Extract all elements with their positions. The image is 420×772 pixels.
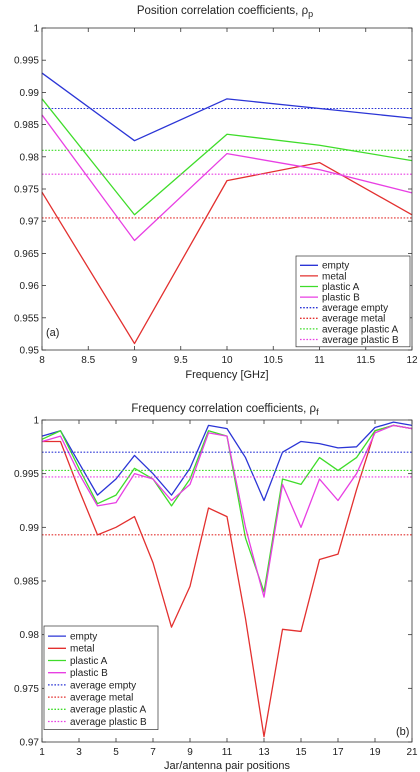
- chart-b-series: [41, 421, 413, 738]
- chart-a-frame: [41, 27, 413, 351]
- chart-b-xtick-label: 1: [39, 747, 45, 758]
- chart-a-legend-label: plastic B: [322, 293, 360, 304]
- chart-a-ytick-label: 0.95: [20, 346, 40, 357]
- chart-a-series: [41, 72, 413, 345]
- chart-b-panel-label: (b): [396, 726, 409, 738]
- chart-a-legend-label: plastic A: [322, 282, 360, 293]
- chart-b-legend-label: metal: [70, 644, 94, 655]
- chart-a-ytick-label: 0.96: [20, 281, 40, 292]
- chart-a-panel-label: (a): [46, 327, 59, 339]
- chart-b-title: Frequency correlation coefficients, ρf: [131, 403, 319, 417]
- chart-a-ticks: 0.95 0.955 0.96 0.965 0.97 0.975 0.98 0.985 0.99…: [14, 24, 418, 367]
- chart-a-ytick-label: 0.99: [20, 88, 40, 99]
- chart-a-xtick-label: 11.5: [356, 355, 375, 366]
- chart-position-correlation: Position correlation coefficients, ρp 0.…: [14, 5, 418, 381]
- chart-a-ytick-label: 0.985: [14, 120, 39, 131]
- chart-b-legend-label: plastic A: [70, 656, 108, 667]
- chart-frequency-correlation: Frequency correlation coefficients, ρf 0…: [14, 403, 418, 772]
- chart-a-series-line-plastic-B: [41, 114, 413, 242]
- chart-b-legend-box: [43, 625, 159, 730]
- chart-b-series-line-metal: [42, 424, 413, 738]
- chart-b-xtick-label: 15: [295, 747, 307, 758]
- chart-b-xtick-label: 19: [369, 747, 381, 758]
- chart-b-ytick-label: 0.975: [14, 684, 39, 695]
- chart-b-ytick-label: 0.995: [14, 469, 39, 480]
- chart-b-legend-label: average plastic A: [70, 705, 146, 716]
- chart-b-ytick-label: 0.97: [20, 738, 40, 749]
- chart-a-series-line-metal: [41, 161, 413, 345]
- chart-a-legend-label: empty: [322, 261, 349, 272]
- chart-a-legend-box: [295, 255, 411, 348]
- chart-b-series-line-plastic-B: [41, 424, 413, 598]
- chart-a-ytick-label: 0.975: [14, 185, 39, 196]
- chart-b-title-main: Frequency correlation coefficients, ρ: [131, 403, 316, 415]
- chart-a-ytick-label: 0.965: [14, 249, 39, 260]
- chart-a-xtick-label: 12: [406, 355, 418, 366]
- chart-b-legend-label: plastic B: [70, 668, 108, 679]
- chart-a-ytick-label: 0.955: [14, 313, 39, 324]
- chart-b-ytick-label: 0.98: [20, 630, 40, 641]
- chart-a-title-main: Position correlation coefficients, ρ: [137, 5, 309, 17]
- chart-b-xtick-label: 5: [113, 747, 119, 758]
- chart-a-legend-label: average plastic A: [322, 324, 398, 335]
- chart-a-ytick-label: 0.995: [14, 56, 39, 67]
- chart-b-legend-label: empty: [70, 632, 97, 643]
- chart-b-frame: [41, 419, 413, 743]
- chart-a-ytick-label: 0.98: [20, 152, 40, 163]
- chart-b-xtick-label: 21: [406, 747, 418, 758]
- chart-a-legend-label: metal: [322, 271, 346, 282]
- chart-a-xtick-label: 8.5: [81, 355, 95, 366]
- chart-b-xtick-label: 3: [76, 747, 82, 758]
- chart-b-ytick-label: 0.985: [14, 577, 39, 588]
- chart-a-xtick-label: 9.5: [174, 355, 188, 366]
- chart-a-xtick-label: 8: [39, 355, 45, 366]
- chart-a-legend-label: average empty: [322, 303, 388, 314]
- chart-b-title-sub: f: [316, 407, 319, 417]
- chart-a-xtick-label: 11: [314, 355, 325, 366]
- chart-b-xtick-label: 17: [332, 747, 344, 758]
- chart-b-xtick-label: 11: [222, 747, 233, 758]
- chart-b-legend-label: average empty: [70, 680, 136, 691]
- chart-b-xlabel: Jar/antenna pair positions: [164, 760, 290, 772]
- chart-b-ytick-label: 0.99: [20, 523, 40, 534]
- chart-a-xtick-label: 10: [221, 355, 233, 366]
- chart-a-legend-label: average metal: [322, 314, 385, 325]
- chart-a-ytick-label: 0.97: [20, 217, 40, 228]
- chart-b-legend-label: average plastic B: [70, 717, 147, 728]
- chart-a-xlabel: Frequency [GHz]: [185, 369, 268, 381]
- chart-b-legend-label: average metal: [70, 693, 133, 704]
- chart-b-xtick-label: 9: [187, 747, 193, 758]
- chart-a-legend-label: average plastic B: [322, 335, 399, 346]
- chart-b-xtick-label: 7: [150, 747, 156, 758]
- chart-a-xtick-label: 9: [132, 355, 138, 366]
- chart-b-series-line-empty: [41, 421, 413, 502]
- chart-a-xtick-label: 10.5: [264, 355, 284, 366]
- chart-a-ytick-label: 1: [33, 24, 39, 35]
- chart-a-series-line-empty: [41, 72, 413, 142]
- chart-a-title: Position correlation coefficients, ρp: [137, 5, 313, 19]
- chart-a-title-sub: p: [308, 9, 313, 19]
- chart-b-xtick-label: 13: [258, 747, 270, 758]
- chart-b-ytick-label: 1: [33, 416, 39, 427]
